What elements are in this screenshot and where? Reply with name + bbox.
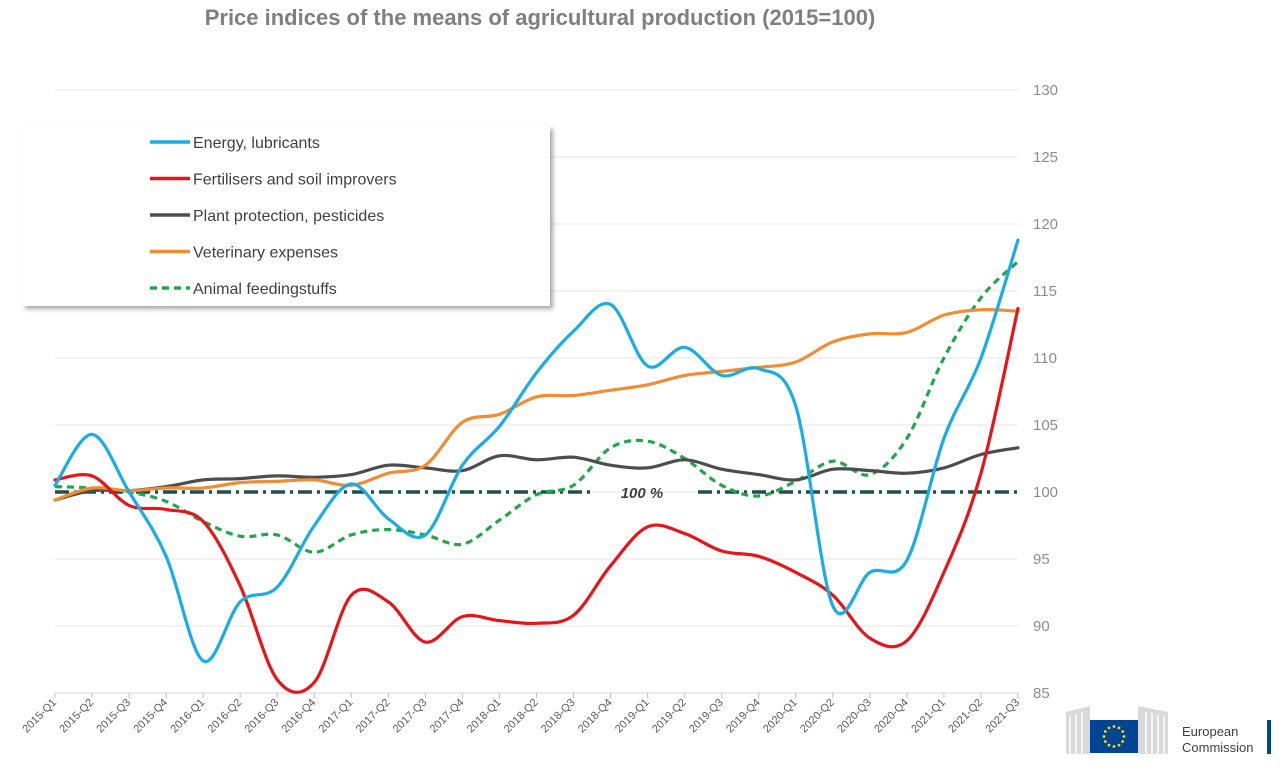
eu-star: [1122, 735, 1126, 738]
x-tick-label: 2021-Q1: [909, 697, 948, 736]
legend-label: Energy, lubricants: [193, 135, 320, 152]
eu-star: [1117, 743, 1121, 747]
x-tick-label: 2018-Q2: [502, 697, 541, 736]
x-tick-label: 2017-Q2: [354, 697, 393, 736]
x-tick-label: 2020-Q4: [872, 697, 911, 736]
x-tick-label: 2019-Q2: [650, 697, 689, 736]
eu-star: [1117, 726, 1121, 730]
series-line-energy-lubricants: [53, 238, 1020, 663]
logo-line-2: Commission: [1182, 740, 1254, 755]
y-tick-label: 130: [1033, 82, 1058, 99]
x-tick-label: 2016-Q2: [206, 697, 245, 736]
legend-box: [22, 126, 550, 306]
eu-flag-icon: [1090, 720, 1138, 753]
x-tick-label: 2017-Q4: [428, 697, 467, 736]
y-tick-label: 115: [1033, 283, 1057, 300]
logo-bar: [1267, 720, 1271, 754]
eu-star: [1102, 735, 1106, 738]
x-tick-label: 2015-Q3: [94, 697, 133, 736]
european-commission-logo: European Commission: [1066, 706, 1271, 755]
x-tick-label: 2020-Q1: [761, 697, 800, 736]
y-tick-label: 125: [1033, 149, 1058, 166]
eu-star: [1103, 740, 1107, 743]
x-tick-label: 2019-Q1: [613, 697, 652, 736]
x-tick-label: 2021-Q2: [946, 697, 985, 736]
x-tick-label: 2018-Q4: [576, 697, 615, 736]
legend: Energy, lubricants Fertilisers and soil i…: [22, 126, 550, 306]
logo-line-1: European: [1182, 724, 1238, 739]
x-axis: 2015-Q12015-Q22015-Q32015-Q42016-Q12016-…: [20, 692, 1022, 736]
series-line-fertilisers-and-soil-improvers: [53, 306, 1020, 694]
x-tick-label: 2018-Q3: [539, 697, 578, 736]
chart-title: Price indices of the means of agricultur…: [205, 5, 876, 30]
eu-stars-icon: [1102, 725, 1126, 748]
y-tick-label: 85: [1033, 685, 1050, 702]
x-tick-label: 2019-Q3: [687, 697, 726, 736]
x-tick-label: 2016-Q4: [280, 697, 319, 736]
y-tick-label: 105: [1033, 417, 1058, 434]
y-tick-label: 90: [1033, 618, 1050, 635]
x-tick-label: 2015-Q1: [20, 697, 59, 736]
y-tick-label: 110: [1033, 350, 1057, 367]
x-tick-label: 2020-Q2: [798, 697, 837, 736]
x-tick-label: 2020-Q3: [835, 697, 874, 736]
x-tick-label: 2016-Q1: [169, 697, 208, 736]
x-tick-label: 2015-Q4: [131, 697, 170, 736]
reference-line: 100 %: [55, 485, 1018, 502]
series-line-animal-feedingstuffs: [54, 260, 1020, 554]
eu-star: [1112, 745, 1116, 748]
y-axis-ticks: 85 90 95 100 105 110 115 120 125 130: [1033, 82, 1058, 702]
eu-star: [1112, 725, 1116, 728]
x-tick-label: 2018-Q1: [465, 697, 504, 736]
series-line-plant-protection-pesticides: [53, 446, 1020, 502]
eu-star: [1103, 730, 1107, 733]
y-tick-label: 120: [1033, 216, 1058, 233]
x-tick-label: 2021-Q3: [983, 697, 1022, 736]
x-tick-label: 2019-Q4: [724, 697, 763, 736]
x-tick-label: 2016-Q3: [243, 697, 282, 736]
series-line-veterinary-expenses: [53, 308, 1020, 502]
legend-label: Veterinary expenses: [193, 245, 338, 262]
legend-label: Fertilisers and soil improvers: [193, 172, 397, 189]
legend-label: Plant protection, pesticides: [193, 208, 384, 225]
eu-star: [1107, 726, 1111, 730]
y-tick-label: 100: [1033, 484, 1058, 501]
x-tick-label: 2015-Q2: [57, 697, 96, 736]
reference-line-label: 100 %: [621, 485, 664, 502]
eu-star: [1107, 743, 1111, 747]
ec-building-icon: [1066, 706, 1168, 754]
y-tick-label: 95: [1033, 551, 1050, 568]
legend-label: Animal feedingstuffs: [193, 281, 337, 298]
series-lines: [53, 238, 1020, 694]
eu-star: [1121, 730, 1125, 733]
x-tick-label: 2017-Q1: [317, 697, 356, 736]
eu-star: [1121, 740, 1125, 743]
x-tick-label: 2017-Q3: [391, 697, 430, 736]
